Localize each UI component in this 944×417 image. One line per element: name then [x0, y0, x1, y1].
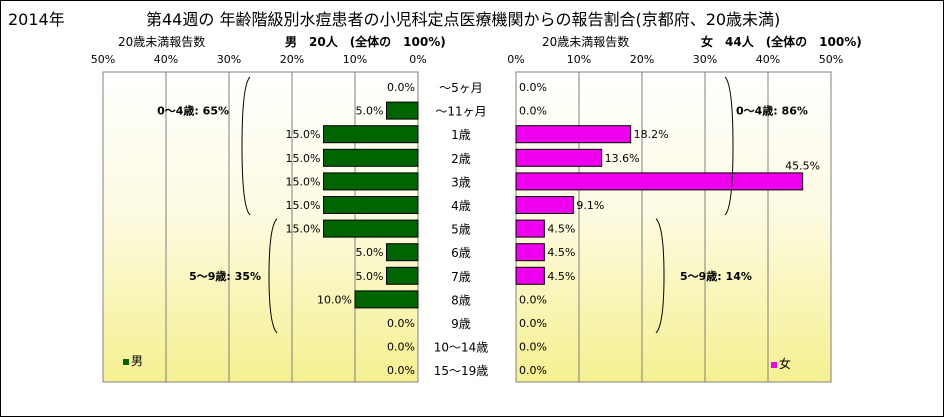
male-value-label: 0.0% — [387, 317, 415, 330]
male-tick-label: 40% — [154, 53, 178, 66]
male-header-total: 男 20人 (全体の 100%) — [285, 35, 446, 49]
male-value-label: 5.0% — [356, 270, 384, 283]
male-legend-label: 男 — [131, 354, 144, 368]
female-legend-swatch — [771, 361, 777, 368]
female-value-label: 0.0% — [519, 105, 547, 118]
female-value-label: 0.0% — [519, 81, 547, 94]
female-bar — [515, 266, 545, 285]
female-value-label: 0.0% — [519, 293, 547, 306]
male-bar — [323, 172, 419, 191]
male-bar — [386, 243, 419, 262]
female-value-label: 9.1% — [576, 199, 604, 212]
female-value-label: 13.6% — [605, 152, 640, 165]
male-value-label: 15.0% — [286, 128, 321, 141]
male-age-group-bracket — [268, 218, 278, 334]
male-age-group-total: 0～4歳: 65% — [157, 104, 229, 118]
female-tick-label: 20% — [630, 53, 654, 66]
age-category-label: 2歳 — [451, 152, 471, 166]
female-age-group-bracket — [724, 76, 734, 216]
female-tick-label: 30% — [693, 53, 717, 66]
male-bar — [386, 266, 419, 285]
female-value-label: 0.0% — [519, 364, 547, 377]
age-category-label: 7歳 — [451, 270, 471, 284]
female-value-label: 45.5% — [785, 159, 820, 172]
male-bar — [386, 101, 419, 120]
male-bar — [354, 290, 419, 309]
male-bar — [323, 125, 419, 144]
age-category-label: 6歳 — [451, 246, 471, 260]
age-category-label: 3歳 — [451, 175, 471, 189]
age-category-label: ～11ヶ月 — [435, 105, 486, 119]
female-age-group-total: 0～4歳: 86% — [736, 104, 808, 118]
male-value-label: 0.0% — [387, 341, 415, 354]
male-header-label: 20歳未満報告数 — [118, 35, 206, 49]
male-tick-label: 20% — [280, 53, 304, 66]
female-value-label: 4.5% — [547, 270, 575, 283]
female-value-label: 4.5% — [547, 246, 575, 259]
male-value-label: 0.0% — [387, 364, 415, 377]
male-legend-swatch — [123, 358, 129, 365]
female-age-group-total: 5～9歳: 14% — [680, 269, 752, 283]
age-category-label: 8歳 — [451, 293, 471, 307]
female-bar — [515, 243, 545, 262]
age-category-label: 4歳 — [451, 199, 471, 213]
male-value-label: 15.0% — [286, 199, 321, 212]
female-bar — [515, 196, 574, 214]
female-header-label: 20歳未満報告数 — [542, 35, 630, 49]
female-bar — [515, 125, 632, 144]
chart-title: 第44週の 年齢階級別水痘患者の小児科定点医療機関からの報告割合(京都府、20歳… — [146, 10, 781, 29]
age-category-label: 15～19歳 — [434, 364, 489, 378]
female-value-label: 18.2% — [634, 128, 669, 141]
male-tick-label: 30% — [217, 53, 241, 66]
age-category-label: ～5ヶ月 — [439, 81, 483, 95]
male-bar — [323, 219, 419, 238]
female-age-group-bracket — [655, 218, 665, 334]
female-value-label: 0.0% — [519, 317, 547, 330]
female-bar — [515, 219, 545, 238]
female-tick-label: 0% — [507, 53, 524, 66]
age-category-label: 5歳 — [451, 223, 471, 237]
male-tick-label: 0% — [409, 53, 426, 66]
male-value-label: 15.0% — [286, 175, 321, 188]
male-value-label: 0.0% — [387, 81, 415, 94]
male-value-label: 5.0% — [356, 246, 384, 259]
male-bar — [323, 148, 419, 167]
male-bar — [323, 196, 419, 214]
age-category-label: 1歳 — [451, 128, 471, 142]
female-tick-label: 50% — [819, 53, 843, 66]
male-value-label: 5.0% — [356, 105, 384, 118]
age-category-label: 9歳 — [451, 317, 471, 331]
male-age-group-total: 5～9歳: 35% — [189, 269, 261, 283]
female-bar — [515, 172, 804, 191]
male-tick-label: 10% — [343, 53, 367, 66]
female-bar — [515, 148, 603, 167]
female-legend-label: 女 — [779, 357, 792, 371]
female-plot-area — [515, 71, 832, 383]
male-tick-label: 50% — [91, 53, 115, 66]
female-header-total: 女 44人 (全体の 100%) — [701, 35, 862, 49]
male-value-label: 15.0% — [286, 223, 321, 236]
female-value-label: 4.5% — [547, 223, 575, 236]
male-legend: 男 — [123, 352, 143, 369]
female-legend: 女 — [771, 355, 791, 372]
chart-year: 2014年 — [8, 10, 65, 29]
male-value-label: 15.0% — [286, 152, 321, 165]
female-tick-label: 10% — [567, 53, 591, 66]
male-age-group-bracket — [241, 76, 251, 216]
male-value-label: 10.0% — [317, 293, 352, 306]
age-category-label: 10～14歳 — [434, 341, 489, 355]
female-value-label: 0.0% — [519, 341, 547, 354]
female-tick-label: 40% — [756, 53, 780, 66]
